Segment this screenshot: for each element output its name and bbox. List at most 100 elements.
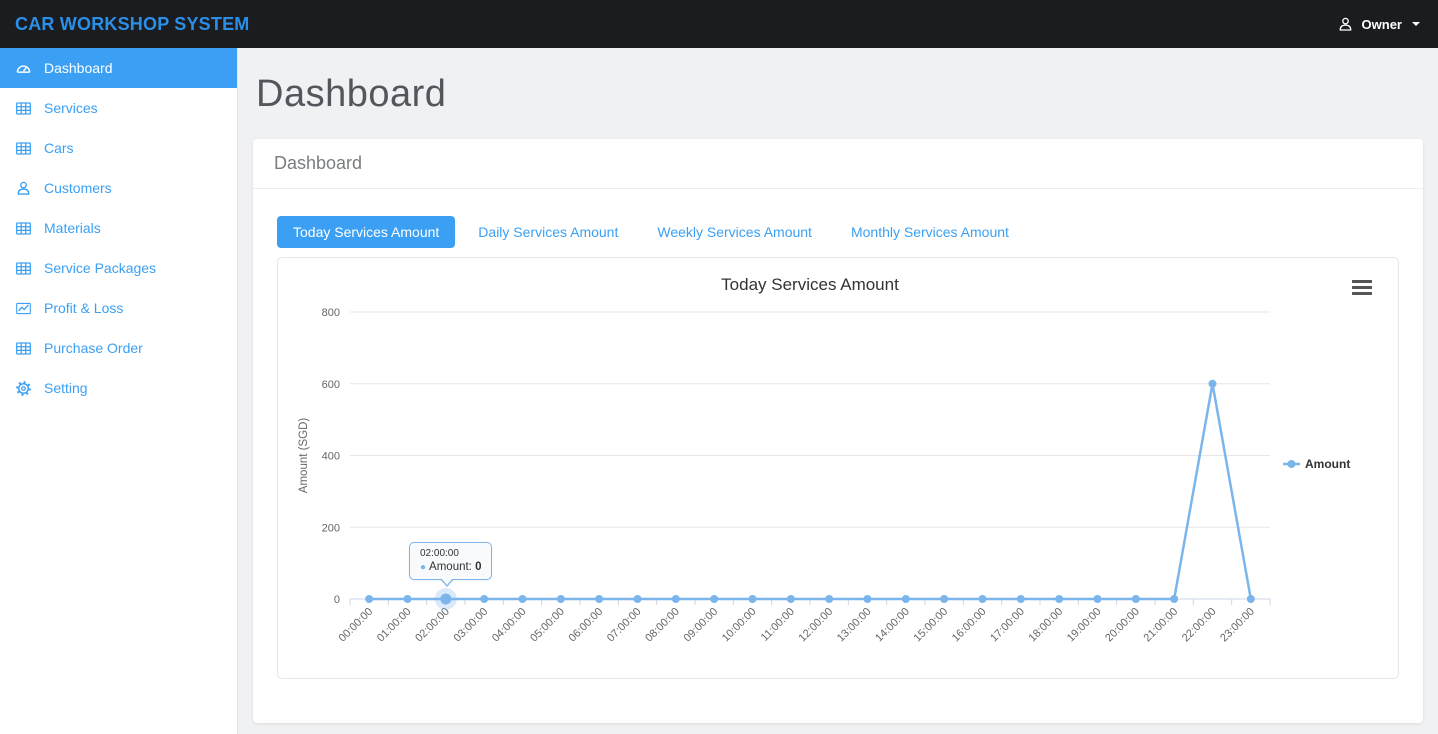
sidebar-item-label: Materials [44,220,101,236]
data-point-marker[interactable] [518,595,527,603]
table-icon [15,340,32,357]
sidebar-item-label: Purchase Order [44,340,143,356]
data-point-marker[interactable] [1055,595,1064,603]
sidebar: Dashboard Services Cars Customers Materials S… [0,48,238,734]
sidebar-item-label: Services [44,100,98,116]
data-point-marker[interactable] [978,595,987,603]
x-axis-label: 03:00:00 [452,606,491,645]
gauge-icon [15,60,32,77]
tab-weekly-services-amount[interactable]: Weekly Services Amount [657,224,812,240]
x-axis-label: 17:00:00 [988,606,1027,645]
tooltip-time: 02:00:00 [420,548,459,559]
series-line [367,382,1253,601]
person-icon [1337,16,1354,33]
chart-tabs: Today Services Amount Daily Services Amou… [277,216,1399,248]
user-name: Owner [1361,16,1402,32]
data-point-marker[interactable] [440,593,452,605]
sidebar-item-dashboard[interactable]: Dashboard [0,48,237,88]
data-point-marker[interactable] [1131,595,1140,603]
sidebar-item-label: Setting [44,380,88,396]
x-axis-label: 22:00:00 [1180,606,1219,645]
sidebar-item-label: Cars [44,140,74,156]
sidebar-item-purchase-order[interactable]: Purchase Order [0,328,237,368]
data-point-marker[interactable] [825,595,834,603]
panel-heading: Dashboard [253,139,1423,189]
app-brand[interactable]: CAR WORKSHOP SYSTEM [15,13,250,34]
chart-line-icon [15,300,32,317]
chevron-down-icon [1412,22,1420,26]
data-point-marker[interactable] [403,595,412,603]
y-axis-tick-label: 800 [322,307,340,319]
panel-body: Today Services Amount Daily Services Amou… [253,189,1423,706]
sidebar-item-cars[interactable]: Cars [0,128,237,168]
data-point-marker[interactable] [901,595,910,603]
x-axis-label: 18:00:00 [1027,606,1066,645]
x-axis-label: 13:00:00 [835,606,874,645]
x-axis-label: 20:00:00 [1103,606,1142,645]
data-point-marker[interactable] [1093,595,1102,603]
sidebar-item-label: Customers [44,180,112,196]
y-axis-tick-label: 600 [322,379,340,391]
sidebar-item-label: Service Packages [44,260,157,276]
data-point-marker[interactable] [595,595,604,603]
x-axis-label: 23:00:00 [1218,606,1257,645]
data-point-marker[interactable] [556,595,565,603]
y-axis-tick-label: 400 [322,451,340,463]
top-navbar: CAR WORKSHOP SYSTEM Owner [0,0,1438,48]
data-point-marker[interactable] [633,595,642,603]
series-bullet-icon: ● [420,562,427,573]
user-menu[interactable]: Owner [1337,16,1420,33]
x-axis-label: 21:00:00 [1142,606,1181,645]
y-axis-title: Amount (SGD) [298,418,310,494]
data-point-marker[interactable] [940,595,949,603]
tab-today-services-amount[interactable]: Today Services Amount [277,216,456,248]
data-point-marker[interactable] [1170,595,1179,603]
tab-daily-services-amount[interactable]: Daily Services Amount [478,224,619,240]
data-point-marker[interactable] [671,595,680,603]
data-point-marker[interactable] [748,595,757,603]
x-axis-label: 19:00:00 [1065,606,1104,645]
table-icon [15,220,32,237]
user-icon [15,180,32,197]
data-point-marker[interactable] [786,595,795,603]
data-point-marker[interactable] [480,595,489,603]
x-axis-label: 10:00:00 [720,606,759,645]
x-axis-label: 07:00:00 [605,606,644,645]
sidebar-item-customers[interactable]: Customers [0,168,237,208]
x-axis-label: 08:00:00 [643,606,682,645]
legend-item-label[interactable]: Amount [1305,457,1350,471]
x-axis-label: 12:00:00 [797,606,836,645]
sidebar-item-materials[interactable]: Materials [0,208,237,248]
x-axis-label: 05:00:00 [528,606,567,645]
x-axis-label: 15:00:00 [912,606,951,645]
tab-monthly-services-amount[interactable]: Monthly Services Amount [850,224,1009,240]
y-axis-tick-label: 200 [322,522,340,534]
dashboard-panel: Dashboard Today Services Amount Daily Ser… [253,139,1423,723]
data-point-marker[interactable] [863,595,872,603]
table-icon [15,140,32,157]
x-axis-label: 01:00:00 [375,606,414,645]
sidebar-item-label: Profit & Loss [44,300,124,316]
data-point-marker[interactable] [1208,379,1217,388]
x-axis-label: 00:00:00 [337,606,376,645]
table-icon [15,260,32,277]
tooltip-body: ● Amount: 0 [420,561,481,573]
sidebar-item-setting[interactable]: Setting [0,368,237,408]
data-point-marker[interactable] [365,595,374,603]
x-axis-label: 06:00:00 [567,606,606,645]
legend-marker-dot[interactable] [1287,460,1296,468]
tooltip-value: 0 [475,561,482,573]
data-point-marker[interactable] [710,595,719,603]
x-axis-label: 14:00:00 [873,606,912,645]
y-axis-tick-label: 0 [334,594,340,606]
chart-context-menu-button[interactable] [1352,279,1372,296]
x-axis-label: 04:00:00 [490,606,529,645]
sidebar-item-services[interactable]: Services [0,88,237,128]
sidebar-item-profit-loss[interactable]: Profit & Loss [0,288,237,328]
chart-container: 0 200 400 600 800 00:00:00 01:00:00 02:00:00 03:… [277,257,1399,679]
chart-title: Today Services Amount [721,275,899,294]
page-title: Dashboard [256,73,447,115]
data-point-marker[interactable] [1246,595,1255,603]
sidebar-item-service-packages[interactable]: Service Packages [0,248,237,288]
data-point-marker[interactable] [1016,595,1025,603]
